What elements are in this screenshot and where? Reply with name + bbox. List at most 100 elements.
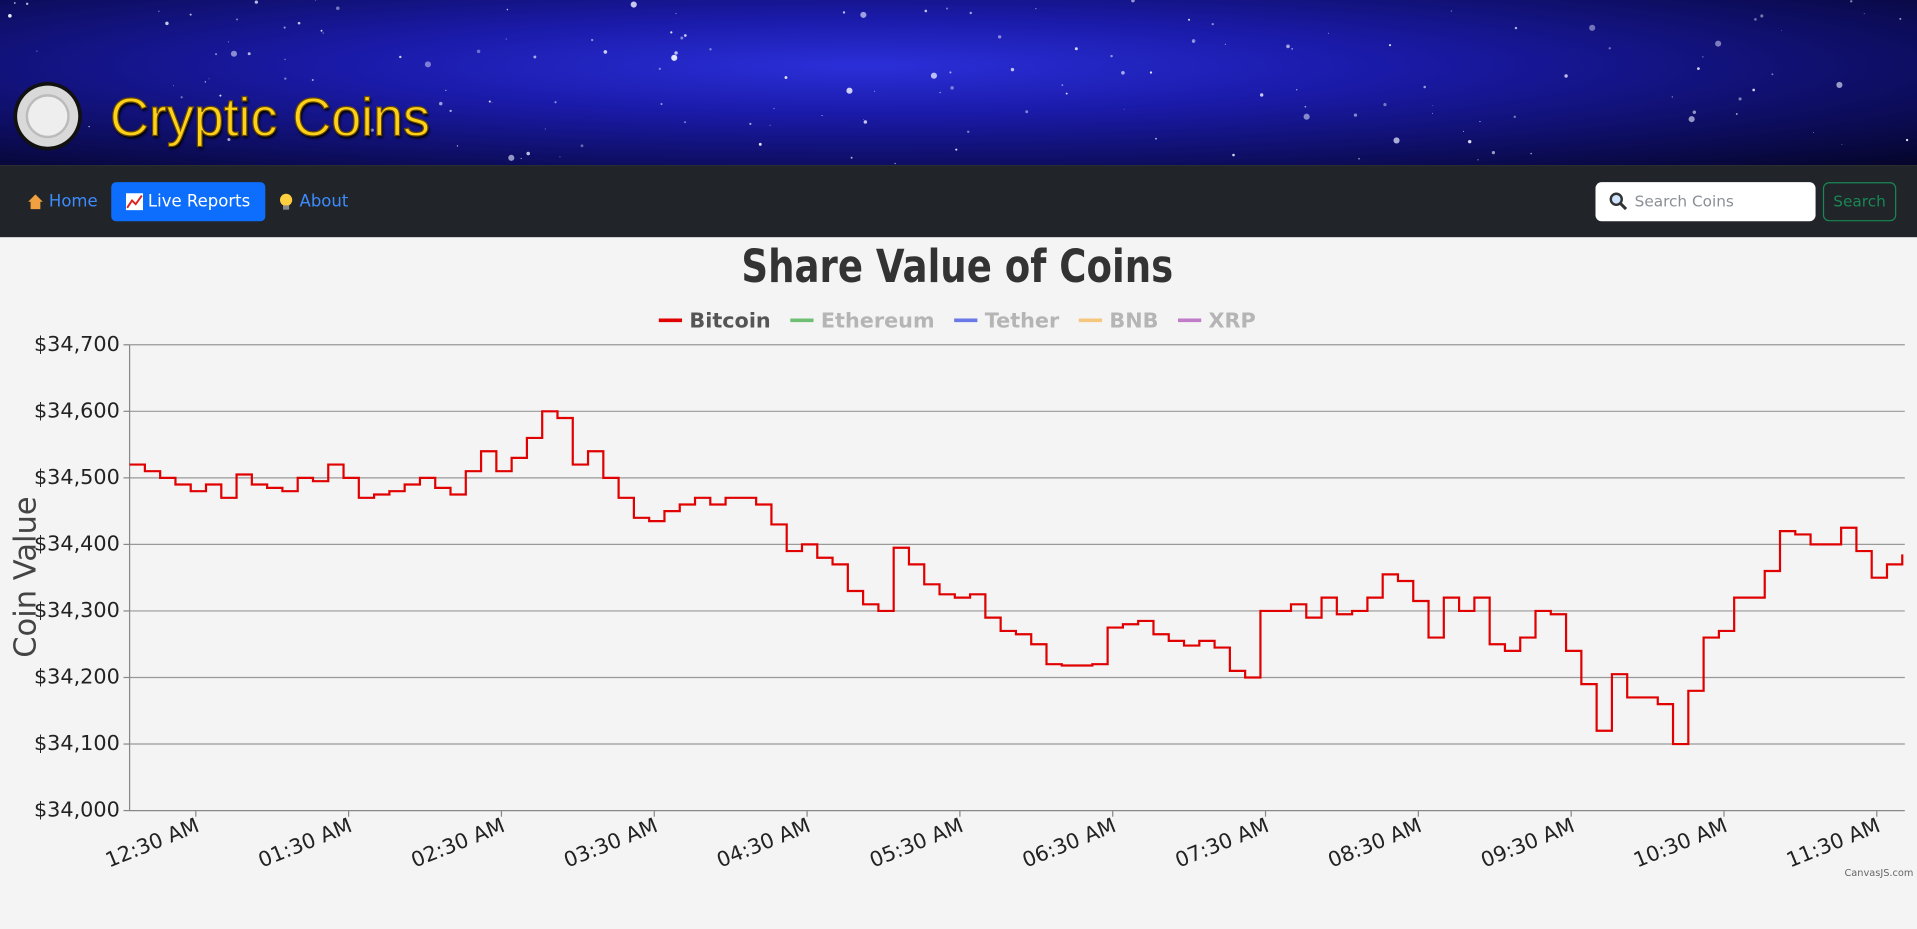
star xyxy=(930,72,937,79)
star xyxy=(672,55,676,59)
star xyxy=(1383,102,1387,107)
legend-label: BNB xyxy=(1109,309,1158,333)
nav-label: Live Reports xyxy=(147,191,251,212)
legend-item[interactable]: XRP xyxy=(1177,309,1256,333)
star xyxy=(476,49,481,54)
star xyxy=(1735,113,1738,116)
x-tick-label: 02:30 AM xyxy=(408,813,508,872)
search-button[interactable]: Search xyxy=(1822,182,1897,222)
star xyxy=(630,1,637,8)
star xyxy=(526,151,530,156)
star xyxy=(255,134,257,136)
star xyxy=(1074,47,1078,51)
star xyxy=(1671,96,1673,98)
legend-item[interactable]: Tether xyxy=(954,309,1060,333)
data-line xyxy=(129,410,1904,746)
star xyxy=(247,52,251,56)
star xyxy=(1010,67,1015,72)
x-tick-label: 07:30 AM xyxy=(1172,813,1272,872)
y-tick-label: $34,700 xyxy=(34,332,120,356)
star xyxy=(1259,93,1264,97)
legend-label: Tether xyxy=(985,309,1060,333)
credit: CanvasJS.com xyxy=(1844,868,1913,879)
star xyxy=(1358,157,1360,160)
nav-live-reports[interactable]: Live Reports xyxy=(111,182,265,222)
star xyxy=(894,162,896,165)
star xyxy=(204,81,207,83)
star xyxy=(1702,56,1704,58)
star xyxy=(1450,10,1453,12)
star xyxy=(1608,47,1611,50)
star xyxy=(505,38,507,40)
x-tick-label: 04:30 AM xyxy=(713,813,813,872)
star xyxy=(1304,105,1307,108)
star xyxy=(1328,32,1330,34)
search-input[interactable]: Search Coins xyxy=(1595,182,1816,222)
star xyxy=(230,50,238,57)
star xyxy=(1192,41,1194,43)
star xyxy=(769,124,771,126)
star xyxy=(322,32,325,34)
star xyxy=(1513,115,1517,119)
star xyxy=(1155,137,1157,140)
star xyxy=(950,86,954,90)
star xyxy=(533,55,537,59)
star xyxy=(1771,73,1774,76)
star xyxy=(424,61,431,68)
star xyxy=(445,89,447,91)
legend-item[interactable]: Bitcoin xyxy=(658,309,771,333)
star xyxy=(1841,143,1843,145)
star xyxy=(955,148,958,151)
star xyxy=(559,156,561,158)
star xyxy=(173,85,174,87)
star xyxy=(1836,81,1843,88)
star xyxy=(1121,70,1125,75)
star xyxy=(227,41,229,43)
legend-item[interactable]: Ethereum xyxy=(790,309,935,333)
star xyxy=(351,107,354,110)
star xyxy=(255,117,259,122)
star xyxy=(335,6,340,11)
star xyxy=(863,119,865,121)
star xyxy=(520,157,522,160)
star xyxy=(939,91,941,94)
star xyxy=(850,156,853,159)
star xyxy=(8,14,12,18)
star xyxy=(554,101,557,104)
star xyxy=(924,9,928,13)
nav-home[interactable]: Home xyxy=(12,182,110,221)
star xyxy=(1514,26,1518,30)
star xyxy=(674,51,678,55)
logo xyxy=(13,81,82,151)
x-tick-label: 11:30 AM xyxy=(1783,813,1883,872)
star xyxy=(670,31,673,34)
star xyxy=(1754,17,1757,21)
star xyxy=(1110,54,1113,58)
star xyxy=(1123,108,1125,110)
star xyxy=(1423,85,1426,89)
star xyxy=(680,36,684,40)
chart-title: Share Value of Coins xyxy=(741,241,1173,293)
star xyxy=(254,0,259,4)
star xyxy=(658,67,662,71)
nav-about[interactable]: About xyxy=(263,182,361,221)
banner: Cryptic Coins xyxy=(0,0,1917,166)
star xyxy=(1388,44,1392,47)
star xyxy=(1035,8,1037,10)
star xyxy=(219,94,222,97)
star xyxy=(297,21,301,25)
star xyxy=(773,107,775,110)
star xyxy=(997,35,1002,39)
legend-label: Ethereum xyxy=(821,309,935,333)
y-tick-label: $34,400 xyxy=(34,531,120,555)
star xyxy=(1131,0,1135,3)
star xyxy=(1467,139,1472,144)
star xyxy=(1738,97,1742,101)
legend-item[interactable]: BNB xyxy=(1078,309,1159,333)
star xyxy=(863,120,868,124)
star xyxy=(200,112,202,114)
x-tick-label: 05:30 AM xyxy=(866,813,966,872)
star xyxy=(1286,44,1290,49)
star xyxy=(860,11,867,18)
legend: Bitcoin Ethereum Tether BNB XRP xyxy=(658,309,1256,333)
